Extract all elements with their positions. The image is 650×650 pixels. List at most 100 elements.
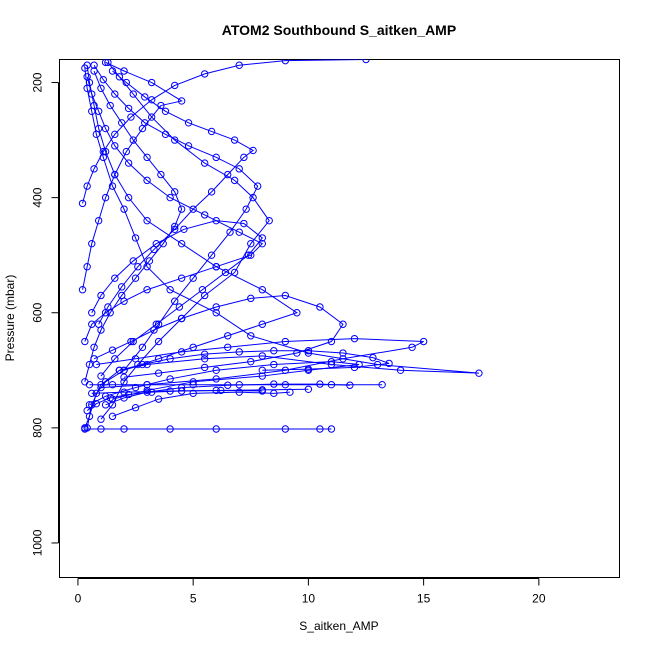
data-point: [171, 297, 179, 305]
data-point: [230, 176, 239, 185]
data-point: [143, 286, 151, 294]
data-point: [177, 205, 186, 213]
data-point: [97, 383, 105, 392]
data-point: [97, 372, 105, 380]
data-point: [78, 286, 87, 294]
data-point: [247, 294, 255, 303]
x-axis-label: S_aitken_AMP: [299, 619, 378, 633]
data-point: [281, 59, 290, 65]
y-tick-label: 400: [31, 187, 45, 207]
series-line: [89, 361, 360, 406]
data-point: [200, 355, 209, 363]
data-point: [327, 337, 336, 346]
plot-area: [59, 59, 620, 578]
data-point: [120, 205, 128, 213]
data-point: [226, 228, 234, 236]
data-point: [177, 97, 186, 105]
data-point: [120, 67, 128, 75]
series-group: [78, 59, 483, 433]
data-point: [265, 216, 273, 225]
series-3: [81, 425, 336, 433]
data-point: [258, 372, 266, 380]
data-point: [396, 366, 405, 374]
data-point: [152, 239, 160, 248]
data-point: [88, 309, 96, 317]
series-15: [115, 347, 393, 374]
data-point: [235, 388, 243, 396]
data-point: [131, 383, 140, 392]
series-line: [86, 389, 263, 411]
data-point: [304, 347, 313, 355]
data-point: [258, 234, 266, 242]
data-point: [124, 193, 133, 202]
series-line: [105, 383, 350, 406]
series-20: [88, 216, 266, 380]
data-point: [101, 193, 110, 202]
data-point: [106, 394, 114, 402]
data-point: [108, 401, 117, 409]
data-point: [88, 90, 96, 98]
data-point: [350, 334, 359, 343]
x-axis: 0 5 10 15 20: [75, 578, 546, 606]
data-point: [212, 309, 220, 317]
data-point: [212, 375, 220, 383]
series-7: [97, 59, 273, 423]
data-point: [157, 170, 165, 179]
data-point: [81, 378, 89, 386]
data-point: [475, 369, 483, 377]
data-point: [249, 146, 257, 155]
data-point: [111, 170, 119, 179]
data-point: [166, 375, 174, 383]
data-point: [104, 59, 112, 67]
data-point: [141, 93, 149, 101]
data-point: [175, 303, 184, 311]
data-point: [101, 401, 110, 409]
data-point: [131, 234, 140, 242]
y-tick-label: 800: [31, 418, 45, 438]
data-point: [293, 349, 301, 357]
data-point: [120, 366, 128, 374]
data-point: [88, 320, 96, 328]
data-point: [207, 127, 216, 136]
data-point: [224, 381, 232, 389]
data-point: [339, 320, 347, 328]
data-point: [129, 90, 137, 98]
data-point: [258, 366, 266, 374]
data-point: [118, 283, 126, 291]
data-point: [97, 291, 105, 300]
data-point: [235, 61, 243, 69]
data-point: [339, 355, 347, 363]
data-point: [212, 303, 220, 311]
data-point: [134, 263, 142, 271]
data-point: [111, 274, 119, 282]
data-point: [85, 360, 94, 369]
data-point: [92, 130, 101, 139]
data-point: [101, 124, 110, 133]
series-8: [78, 59, 186, 294]
data-point: [304, 385, 313, 393]
data-point: [143, 216, 151, 225]
data-point: [138, 360, 147, 369]
data-point: [127, 113, 135, 121]
data-point: [200, 159, 209, 167]
data-point: [270, 380, 278, 388]
data-point: [270, 389, 278, 398]
data-point: [166, 286, 174, 294]
data-point: [129, 257, 137, 265]
data-point: [118, 119, 126, 127]
data-point: [127, 337, 135, 346]
data-point: [177, 239, 186, 248]
data-point: [316, 303, 324, 311]
data-point: [258, 239, 266, 248]
series-14: [94, 67, 257, 328]
data-point: [83, 182, 91, 190]
data-point: [97, 84, 105, 92]
data-point: [143, 388, 151, 396]
data-point: [152, 320, 160, 328]
data-point: [90, 165, 98, 173]
data-point: [108, 412, 117, 421]
data-point: [111, 142, 119, 150]
data-point: [189, 274, 197, 282]
x-tick-label: 15: [417, 592, 431, 606]
data-point: [111, 355, 119, 363]
